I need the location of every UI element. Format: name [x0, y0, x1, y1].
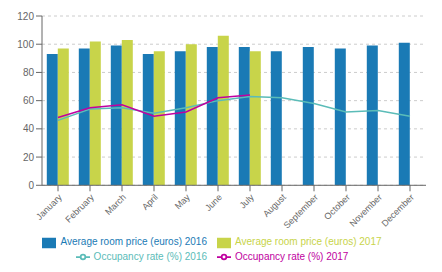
html-text:Average room price (euros) 201: Average room price (euros) 2016 — [60, 236, 207, 248]
html-text:Occupancy rate (%) 2016: Occupancy rate (%) 2016 — [93, 250, 207, 262]
svg-text:40: 40 — [23, 123, 35, 134]
svg-text:January: January — [34, 192, 64, 222]
svg-text:September: September — [282, 192, 320, 230]
svg-text:June: June — [203, 192, 224, 213]
html-text:Occupancy rate (%) 2017: Occupancy rate (%) 2017 — [235, 250, 349, 262]
svg-text:November: November — [348, 192, 384, 228]
svg-text:August: August — [261, 192, 288, 219]
svg-text:July: July — [238, 192, 257, 211]
svg-text:100: 100 — [17, 39, 34, 50]
svg-text:80: 80 — [23, 67, 35, 78]
svg-text:February: February — [63, 192, 96, 225]
svg-text:May: May — [173, 192, 192, 211]
svg-text:April: April — [140, 192, 160, 212]
html-text:Average room price (euros) 201: Average room price (euros) 2017 — [235, 236, 382, 248]
svg-text:March: March — [103, 192, 128, 217]
svg-text:60: 60 — [23, 95, 35, 106]
svg-text:0: 0 — [28, 180, 34, 191]
svg-text:20: 20 — [23, 152, 35, 163]
svg-text:December: December — [380, 192, 416, 228]
svg-text:October: October — [322, 192, 352, 222]
svg-text:120: 120 — [17, 11, 34, 22]
